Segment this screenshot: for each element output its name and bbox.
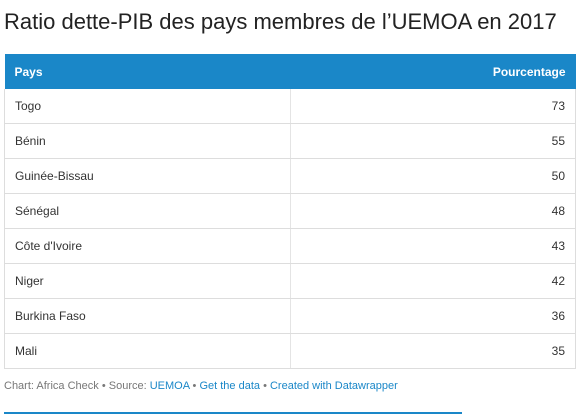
cell-pourcentage: 73 (290, 89, 576, 124)
cell-pourcentage: 50 (290, 158, 576, 194)
bottom-divider (4, 412, 462, 414)
cell-country: Burkina Faso (4, 298, 291, 334)
cell-country: Côte d'Ivoire (4, 228, 291, 264)
cell-country: Mali (4, 333, 291, 369)
chart-title: Ratio dette-PIB des pays membres de l’UE… (4, 9, 557, 34)
footer-separator: • (263, 380, 267, 392)
table-row: Burkina Faso 36 (4, 298, 576, 334)
table-header: Pays Pourcentage (4, 54, 576, 89)
cell-pourcentage: 42 (290, 263, 576, 299)
source-link[interactable]: UEMOA (149, 380, 190, 392)
table-header-row: Pays Pourcentage (4, 54, 576, 89)
cell-pourcentage: 35 (290, 333, 576, 369)
cell-pourcentage: 48 (290, 193, 576, 229)
cell-country: Bénin (4, 123, 291, 159)
cell-country: Niger (4, 263, 291, 299)
table-row: Guinée-Bissau 50 (4, 158, 576, 194)
column-header-pays[interactable]: Pays (4, 54, 290, 89)
column-header-pourcentage[interactable]: Pourcentage (290, 54, 576, 89)
footer-separator: • (192, 380, 197, 392)
table-row: Mali 35 (4, 333, 576, 369)
source-label: Source: (108, 380, 147, 392)
footer-separator: • (101, 380, 106, 392)
table-row: Bénin 55 (4, 123, 576, 159)
cell-pourcentage: 55 (290, 123, 576, 159)
table-body: Togo 73 Bénin 55 Guinée-Bissau 50 Sénégal 48 Côt… (4, 89, 576, 369)
data-table-container: Pays Pourcentage Togo 73 Bénin 55 Guinée-Bis… (4, 54, 576, 369)
cell-country: Togo (4, 89, 291, 124)
chart-footer: Chart: Africa Check • Source: UEMOA • Ge… (4, 380, 398, 392)
cell-country: Guinée-Bissau (4, 158, 291, 194)
get-data-link[interactable]: Get the data (199, 380, 260, 392)
table-row: Niger 42 (4, 263, 576, 299)
chart-credit: Chart: Africa Check (4, 380, 99, 392)
cell-pourcentage: 43 (290, 228, 576, 264)
table-row: Togo 73 (4, 89, 576, 124)
datawrapper-link[interactable]: Created with Datawrapper (269, 380, 398, 392)
cell-pourcentage: 36 (290, 298, 576, 334)
cell-country: Sénégal (4, 193, 291, 229)
table-row: Côte d'Ivoire 43 (4, 228, 576, 264)
table-row: Sénégal 48 (4, 193, 576, 229)
data-table: Pays Pourcentage Togo 73 Bénin 55 Guinée-Bis… (4, 54, 576, 369)
